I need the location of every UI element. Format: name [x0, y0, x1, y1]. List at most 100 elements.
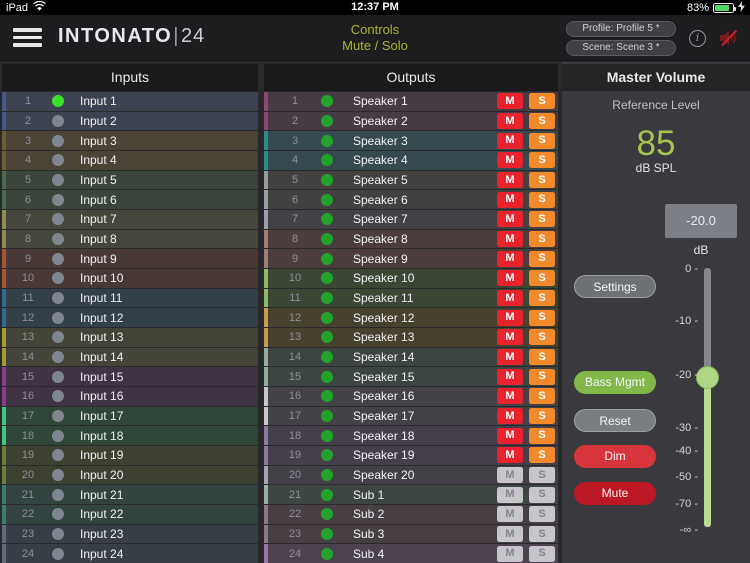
- solo-button[interactable]: S: [529, 309, 555, 326]
- mute-button[interactable]: M: [497, 368, 523, 385]
- output-row[interactable]: 17 Speaker 17 M S: [264, 406, 558, 426]
- info-button[interactable]: i: [689, 30, 706, 47]
- solo-button[interactable]: S: [529, 349, 555, 366]
- output-row[interactable]: 12 Speaker 12 M S: [264, 308, 558, 328]
- mute-button[interactable]: M: [497, 113, 523, 129]
- mute-button[interactable]: M: [497, 172, 523, 189]
- input-row[interactable]: 14 Input 14: [2, 347, 258, 367]
- output-row[interactable]: 10 Speaker 10 M S: [264, 269, 558, 288]
- solo-button[interactable]: S: [529, 290, 555, 307]
- volume-fader-thumb[interactable]: [696, 366, 719, 389]
- scene-button[interactable]: Scene: Scene 3 *: [566, 40, 676, 56]
- output-row[interactable]: 11 Speaker 11 M S: [264, 288, 558, 308]
- solo-button[interactable]: S: [529, 191, 555, 208]
- mute-button[interactable]: M: [497, 250, 523, 267]
- input-row[interactable]: 5 Input 5: [2, 170, 258, 190]
- input-row[interactable]: 16 Input 16: [2, 387, 258, 406]
- input-row[interactable]: 1 Input 1: [2, 92, 258, 111]
- dim-button[interactable]: Dim: [574, 445, 656, 468]
- solo-button[interactable]: S: [529, 211, 555, 228]
- output-row[interactable]: 16 Speaker 16 M S: [264, 387, 558, 406]
- input-row[interactable]: 21 Input 21: [2, 485, 258, 505]
- input-row[interactable]: 4 Input 4: [2, 151, 258, 170]
- speaker-muted-icon[interactable]: [718, 29, 740, 47]
- solo-button[interactable]: S: [529, 270, 555, 287]
- mute-button[interactable]: M: [497, 290, 523, 307]
- mute-button[interactable]: M: [497, 211, 523, 228]
- menu-button[interactable]: [13, 28, 42, 47]
- mute-button[interactable]: M: [497, 93, 523, 110]
- input-row[interactable]: 12 Input 12: [2, 308, 258, 328]
- settings-button[interactable]: Settings: [574, 275, 656, 298]
- solo-button[interactable]: S: [529, 113, 555, 129]
- mute-button[interactable]: M: [497, 270, 523, 287]
- input-row[interactable]: 23 Input 23: [2, 524, 258, 544]
- reset-button[interactable]: Reset: [574, 409, 656, 432]
- input-row[interactable]: 17 Input 17: [2, 406, 258, 426]
- output-row[interactable]: 14 Speaker 14 M S: [264, 347, 558, 367]
- input-row[interactable]: 22 Input 22: [2, 505, 258, 524]
- solo-button[interactable]: S: [529, 250, 555, 267]
- input-row[interactable]: 24 Input 24: [2, 544, 258, 563]
- solo-button[interactable]: S: [529, 427, 555, 444]
- mute-button[interactable]: M: [497, 506, 523, 523]
- mute-button[interactable]: M: [497, 447, 523, 464]
- mute-button-master[interactable]: Mute: [574, 482, 656, 505]
- input-row[interactable]: 20 Input 20: [2, 465, 258, 485]
- input-row[interactable]: 2 Input 2: [2, 111, 258, 131]
- mute-button[interactable]: M: [497, 191, 523, 208]
- volume-fader-track[interactable]: [704, 268, 711, 527]
- input-row[interactable]: 3 Input 3: [2, 131, 258, 151]
- mute-button[interactable]: M: [497, 408, 523, 425]
- output-row[interactable]: 18 Speaker 18 M S: [264, 426, 558, 446]
- output-row[interactable]: 20 Speaker 20 M S: [264, 465, 558, 485]
- mute-button[interactable]: M: [497, 231, 523, 248]
- mute-button[interactable]: M: [497, 349, 523, 366]
- input-row[interactable]: 9 Input 9: [2, 249, 258, 269]
- solo-button[interactable]: S: [529, 152, 555, 169]
- output-row[interactable]: 13 Speaker 13 M S: [264, 328, 558, 347]
- input-row[interactable]: 7 Input 7: [2, 210, 258, 229]
- input-row[interactable]: 6 Input 6: [2, 190, 258, 210]
- solo-button[interactable]: S: [529, 231, 555, 248]
- mute-button[interactable]: M: [497, 329, 523, 346]
- input-row[interactable]: 13 Input 13: [2, 328, 258, 347]
- solo-button[interactable]: S: [529, 447, 555, 464]
- solo-button[interactable]: S: [529, 388, 555, 405]
- solo-button[interactable]: S: [529, 506, 555, 523]
- solo-button[interactable]: S: [529, 486, 555, 503]
- solo-button[interactable]: S: [529, 172, 555, 189]
- solo-button[interactable]: S: [529, 408, 555, 425]
- solo-button[interactable]: S: [529, 467, 555, 484]
- bass-mgmt-button[interactable]: Bass Mgmt: [574, 371, 656, 394]
- mute-button[interactable]: M: [497, 467, 523, 484]
- input-row[interactable]: 15 Input 15: [2, 367, 258, 387]
- solo-button[interactable]: S: [529, 545, 555, 562]
- mute-button[interactable]: M: [497, 309, 523, 326]
- mute-button[interactable]: M: [497, 388, 523, 405]
- profile-button[interactable]: Profile: Profile 5 *: [566, 21, 676, 37]
- mute-button[interactable]: M: [497, 427, 523, 444]
- mute-button[interactable]: M: [497, 152, 523, 169]
- input-row[interactable]: 18 Input 18: [2, 426, 258, 446]
- mute-button[interactable]: M: [497, 132, 523, 149]
- input-row[interactable]: 11 Input 11: [2, 288, 258, 308]
- mute-button[interactable]: M: [497, 486, 523, 503]
- solo-button[interactable]: S: [529, 132, 555, 149]
- mute-button[interactable]: M: [497, 545, 523, 562]
- gain-value-box[interactable]: -20.0: [665, 204, 737, 238]
- solo-button[interactable]: S: [529, 329, 555, 346]
- input-row[interactable]: 19 Input 19: [2, 446, 258, 465]
- output-row[interactable]: 15 Speaker 15 M S: [264, 367, 558, 387]
